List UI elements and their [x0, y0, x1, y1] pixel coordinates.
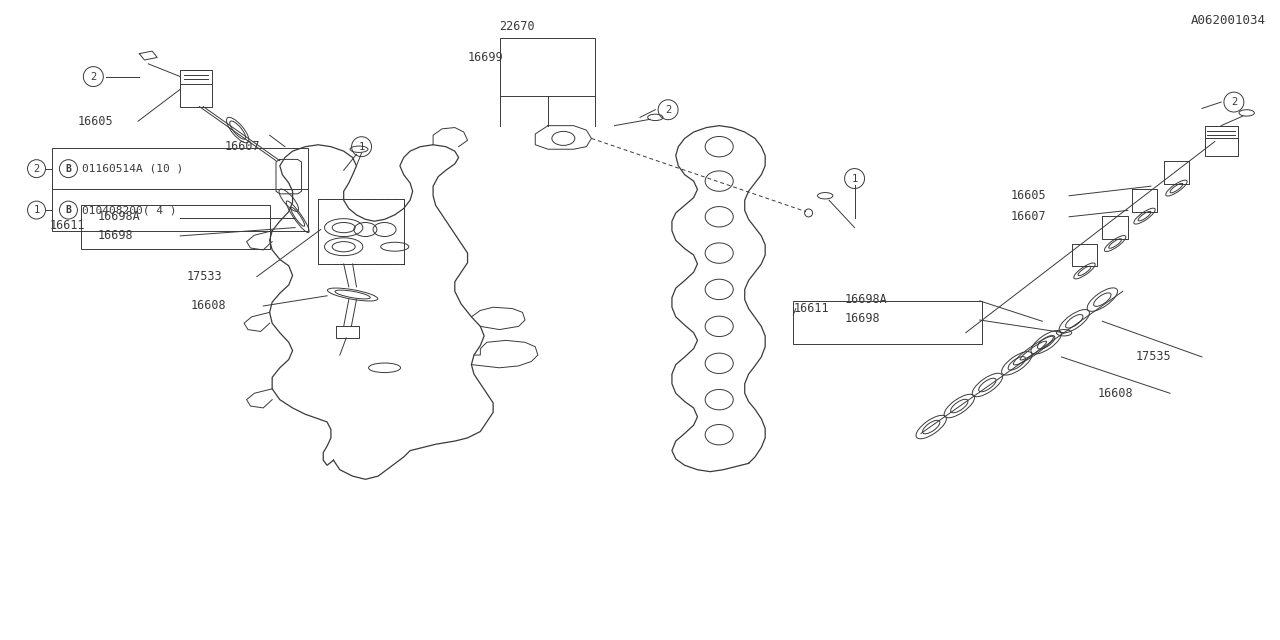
Text: 16698A: 16698A: [97, 211, 140, 223]
Text: 1: 1: [358, 141, 365, 152]
Text: 1: 1: [33, 205, 40, 215]
Text: 16611: 16611: [50, 219, 86, 232]
Text: A062001034: A062001034: [1190, 14, 1266, 27]
Text: 2: 2: [666, 105, 671, 115]
Text: 16607: 16607: [225, 140, 261, 153]
Text: 010408200( 4 ): 010408200( 4 ): [82, 205, 177, 215]
Text: 16608: 16608: [1097, 387, 1133, 400]
Text: 1: 1: [851, 173, 858, 184]
Text: 2: 2: [90, 72, 96, 81]
Text: 2: 2: [1231, 97, 1236, 107]
Bar: [52, 148, 308, 231]
Text: 17533: 17533: [187, 270, 223, 283]
Text: 17535: 17535: [1135, 351, 1171, 364]
Text: 16698: 16698: [97, 229, 133, 243]
Bar: [499, 38, 595, 96]
Bar: [794, 301, 982, 344]
Text: 16699: 16699: [467, 51, 503, 64]
Text: 16608: 16608: [191, 300, 227, 312]
Bar: [319, 199, 403, 264]
Text: B: B: [65, 164, 72, 173]
Text: 22670: 22670: [499, 20, 535, 33]
Text: 2: 2: [33, 164, 40, 173]
Bar: [81, 205, 270, 248]
Text: 16698: 16698: [845, 312, 879, 325]
Text: 16698A: 16698A: [845, 293, 887, 306]
Text: 16605: 16605: [78, 115, 114, 128]
Text: B: B: [65, 205, 72, 215]
Text: 01160514A (10 ): 01160514A (10 ): [82, 164, 183, 173]
Text: 16611: 16611: [794, 302, 829, 315]
Text: 16605: 16605: [1010, 189, 1046, 202]
Text: 16607: 16607: [1010, 211, 1046, 223]
